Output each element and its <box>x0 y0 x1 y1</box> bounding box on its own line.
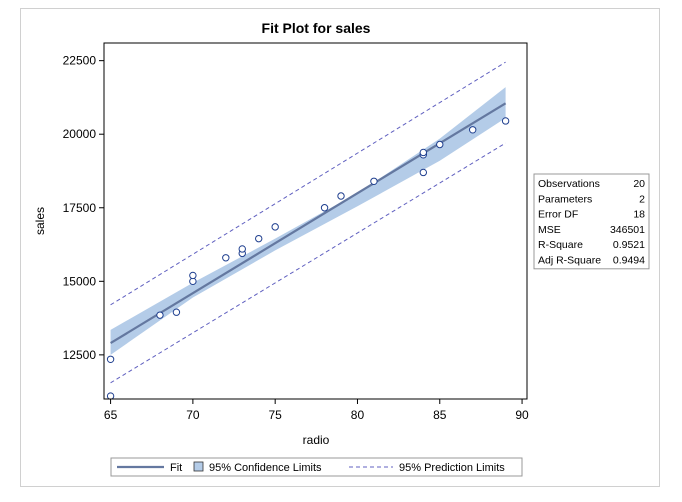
y-tick-label: 15000 <box>63 274 97 288</box>
legend-confidence-swatch <box>193 461 204 472</box>
data-point <box>222 254 230 262</box>
stats-value: 0.9521 <box>613 239 645 251</box>
stats-value: 346501 <box>610 224 645 236</box>
y-tick-label: 20000 <box>63 127 97 141</box>
chart-title: Fit Plot for sales <box>262 20 371 36</box>
data-point <box>189 271 197 280</box>
stats-label: Error DF <box>538 209 578 221</box>
data-point <box>156 311 164 319</box>
data-point <box>271 223 279 231</box>
x-tick-label: 85 <box>433 408 447 422</box>
stats-value: 2 <box>639 193 645 205</box>
x-tick-label: 75 <box>268 408 282 422</box>
data-point <box>468 126 477 134</box>
y-axis-label: sales <box>33 207 47 235</box>
x-tick-label: 65 <box>104 408 118 422</box>
data-point <box>370 177 378 185</box>
data-point <box>501 117 510 125</box>
lower-prediction-limit <box>110 142 506 384</box>
y-tick-label: 22500 <box>63 54 97 68</box>
legend-prediction-label: 95% Prediction Limits <box>399 462 505 474</box>
fit-statistics-table: Observations 20 Parameters 2 Error DF 18 MSE 34… <box>533 173 650 270</box>
upper-prediction-limit <box>110 61 506 306</box>
x-tick-label: 70 <box>186 408 200 422</box>
legend-fit-label: Fit <box>170 462 182 474</box>
x-axis-label: radio <box>303 433 330 447</box>
plot-content <box>106 61 510 399</box>
data-point <box>419 168 428 177</box>
confidence-band <box>110 87 506 355</box>
data-point <box>106 392 115 399</box>
stats-label: R-Square <box>538 239 583 251</box>
legend-box <box>110 457 523 477</box>
legend: Fit 95% Confidence Limits 95% Prediction L… <box>110 457 523 477</box>
stats-value: 0.9494 <box>613 255 645 267</box>
data-point <box>320 204 329 212</box>
x-tick-label: 80 <box>351 408 365 422</box>
legend-confidence-label: 95% Confidence Limits <box>209 462 322 474</box>
plot-area: 65 70 75 80 85 90 12500 15000 17500 20000 22500 <box>63 42 529 422</box>
stats-label: MSE <box>538 224 561 236</box>
stats-value: 18 <box>633 209 645 221</box>
chart-frame <box>20 8 660 487</box>
data-point <box>255 234 263 243</box>
data-point <box>419 148 428 157</box>
y-tick-label: 12500 <box>63 348 97 362</box>
fit-line <box>110 102 507 345</box>
stats-box <box>533 173 650 270</box>
y-tick-label: 17500 <box>63 201 97 215</box>
data-point <box>106 355 115 363</box>
plot-border <box>103 42 528 400</box>
data-point <box>436 140 444 149</box>
stats-value: 20 <box>633 178 645 190</box>
stats-label: Adj R-Square <box>538 255 601 267</box>
data-point <box>172 308 181 316</box>
stats-label: Observations <box>538 178 600 190</box>
data-point <box>337 192 345 200</box>
stats-label: Parameters <box>538 193 592 205</box>
data-point <box>238 245 246 253</box>
x-tick-label: 90 <box>515 408 529 422</box>
